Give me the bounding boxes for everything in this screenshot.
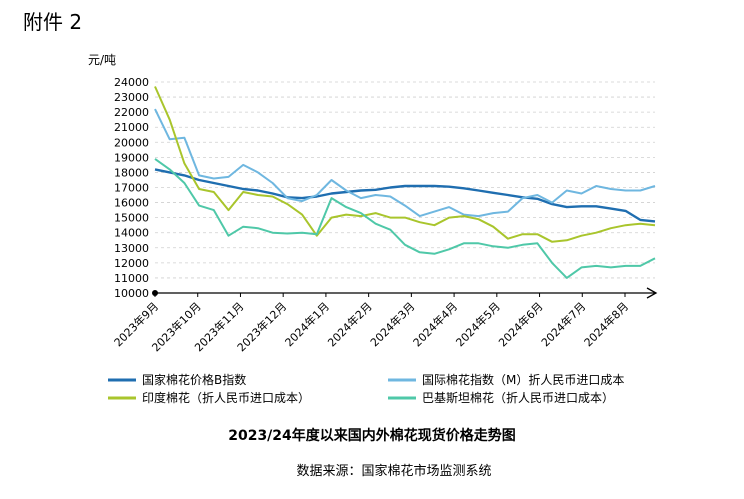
gridlines (155, 81, 655, 279)
series-line-india (154, 86, 656, 243)
y-tick-label: 15000 (114, 212, 149, 225)
x-tick-label: 2024年4月 (410, 299, 460, 349)
y-tick-labels: 10000 11000 12000 13000 14000 15000 16000 17000… (114, 76, 149, 300)
legend-label: 巴基斯坦棉花（折人民币进口成本） (422, 390, 614, 405)
legend-label: 国际棉花指数（M）折人民币进口成本 (422, 372, 624, 387)
y-tick-label: 17000 (114, 182, 149, 195)
x-tick-label: 2024年5月 (453, 299, 503, 349)
y-tick-label: 11000 (114, 272, 149, 285)
y-axis-unit-label: 元/吨 (88, 53, 116, 67)
y-tick-label: 10000 (114, 287, 149, 300)
series-lines (154, 86, 656, 279)
y-tick-label: 21000 (114, 121, 149, 134)
chart-title: 2023/24年度以来国内外棉花现货价格走势图 (228, 427, 516, 444)
legend-label: 国家棉花价格B指数 (142, 372, 246, 387)
series-line-intl_index (154, 108, 656, 218)
x-tick-label: 2024年2月 (325, 299, 375, 349)
y-tick-label: 12000 (114, 257, 149, 270)
x-tick-label: 2024年6月 (495, 299, 545, 349)
series-line-pakistan (154, 158, 656, 279)
y-tick-label: 22000 (114, 106, 149, 119)
series-line-china_index (154, 168, 656, 223)
legend-label: 印度棉花（折人民币进口成本） (142, 390, 310, 405)
attachment-label: 附件 2 (23, 10, 82, 34)
x-axis-arrow (646, 287, 658, 299)
y-tick-label: 24000 (114, 76, 149, 89)
x-tick-label: 2024年1月 (282, 299, 332, 349)
axes (152, 287, 658, 299)
y-tick-label: 14000 (114, 227, 149, 240)
x-tick-label: 2024年7月 (538, 299, 588, 349)
y-tick-label: 23000 (114, 91, 149, 104)
x-tick-label: 2024年3月 (367, 299, 417, 349)
y-tick-label: 19000 (114, 151, 149, 164)
x-tick-labels: 2023年9月2023年10月2023年11月2023年12月2024年1月20… (111, 293, 631, 354)
legend: 国家棉花价格B指数 国际棉花指数（M）折人民币进口成本印度棉花（折人民币进口成本）… (108, 372, 624, 405)
y-tick-label: 16000 (114, 197, 149, 210)
x-tick-label: 2024年8月 (581, 299, 631, 349)
y-tick-label: 18000 (114, 166, 149, 179)
data-source: 数据来源：国家棉花市场监测系统 (296, 463, 491, 479)
y-tick-label: 13000 (114, 242, 149, 255)
y-tick-label: 20000 (114, 136, 149, 149)
